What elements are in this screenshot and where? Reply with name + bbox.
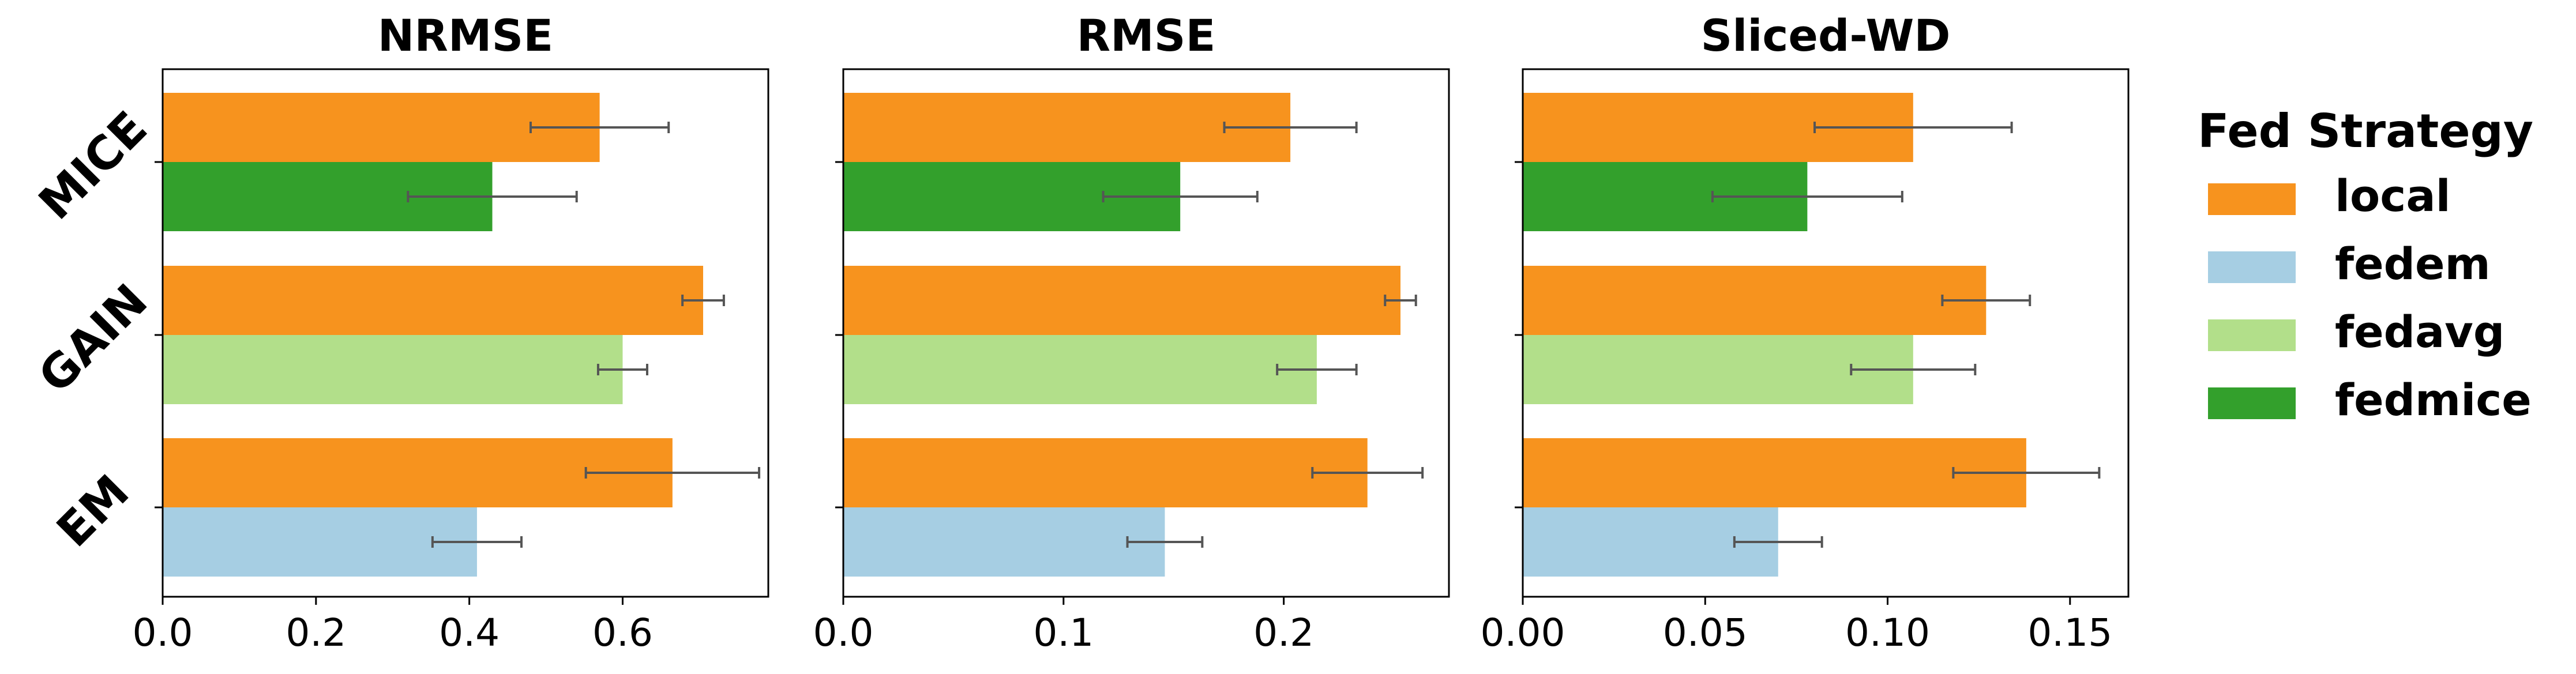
bar-rmse-mice-local <box>843 93 1291 162</box>
x-tick-label: 0.10 <box>1845 611 1930 655</box>
panel-frame-nrmse <box>162 68 769 598</box>
x-tick-label: 0.0 <box>813 611 874 655</box>
bar-nrmse-em-fedem <box>163 507 477 577</box>
panel-title-rmse: RMSE <box>1077 10 1216 61</box>
bar-rmse-gain-local <box>843 266 1400 335</box>
legend-label-fedavg: fedavg <box>2335 306 2504 357</box>
x-tick-label: 0.00 <box>1481 611 1565 655</box>
panel-title-nrmse: NRMSE <box>378 10 553 61</box>
x-tick-label: 0.1 <box>1033 611 1094 655</box>
legend-label-local: local <box>2335 170 2451 221</box>
legend-swatch-fedem <box>2208 251 2296 283</box>
legend-swatch-local <box>2208 183 2296 215</box>
bar-rmse-gain-fedavg <box>843 335 1317 404</box>
legend-swatch-fedavg <box>2208 319 2296 351</box>
x-tick-label: 0.15 <box>2027 611 2112 655</box>
x-tick-label: 0.2 <box>1253 611 1314 655</box>
bar-nrmse-mice-local <box>163 93 600 162</box>
panel-frame-sliced-wd <box>1522 68 2130 598</box>
bar-nrmse-gain-fedavg <box>163 335 623 404</box>
legend-label-fedmice: fedmice <box>2335 374 2532 426</box>
x-tick-label: 0.05 <box>1663 611 1748 655</box>
x-tick-label: 0.6 <box>592 611 653 655</box>
panel-title-sliced-wd: Sliced-WD <box>1701 10 1951 61</box>
x-tick-label: 0.2 <box>286 611 346 655</box>
bar-rmse-em-local <box>843 438 1368 507</box>
bar-sliced-wd-gain-local <box>1523 266 1987 335</box>
legend-swatch-fedmice <box>2208 387 2296 419</box>
y-category-label-gain: GAIN <box>28 274 157 403</box>
bar-sliced-wd-gain-fedavg <box>1523 335 1913 404</box>
x-tick-label: 0.0 <box>133 611 193 655</box>
y-category-label-mice: MICE <box>28 101 157 229</box>
bar-sliced-wd-em-local <box>1523 438 2026 507</box>
y-category-label-em: EM <box>47 465 140 558</box>
bar-nrmse-gain-local <box>163 266 704 335</box>
legend-label-fedem: fedem <box>2335 238 2491 289</box>
panel-frame-rmse <box>842 68 1450 598</box>
bar-rmse-em-fedem <box>843 507 1165 577</box>
legend-title: Fed Strategy <box>2198 104 2533 158</box>
x-tick-label: 0.4 <box>439 611 500 655</box>
